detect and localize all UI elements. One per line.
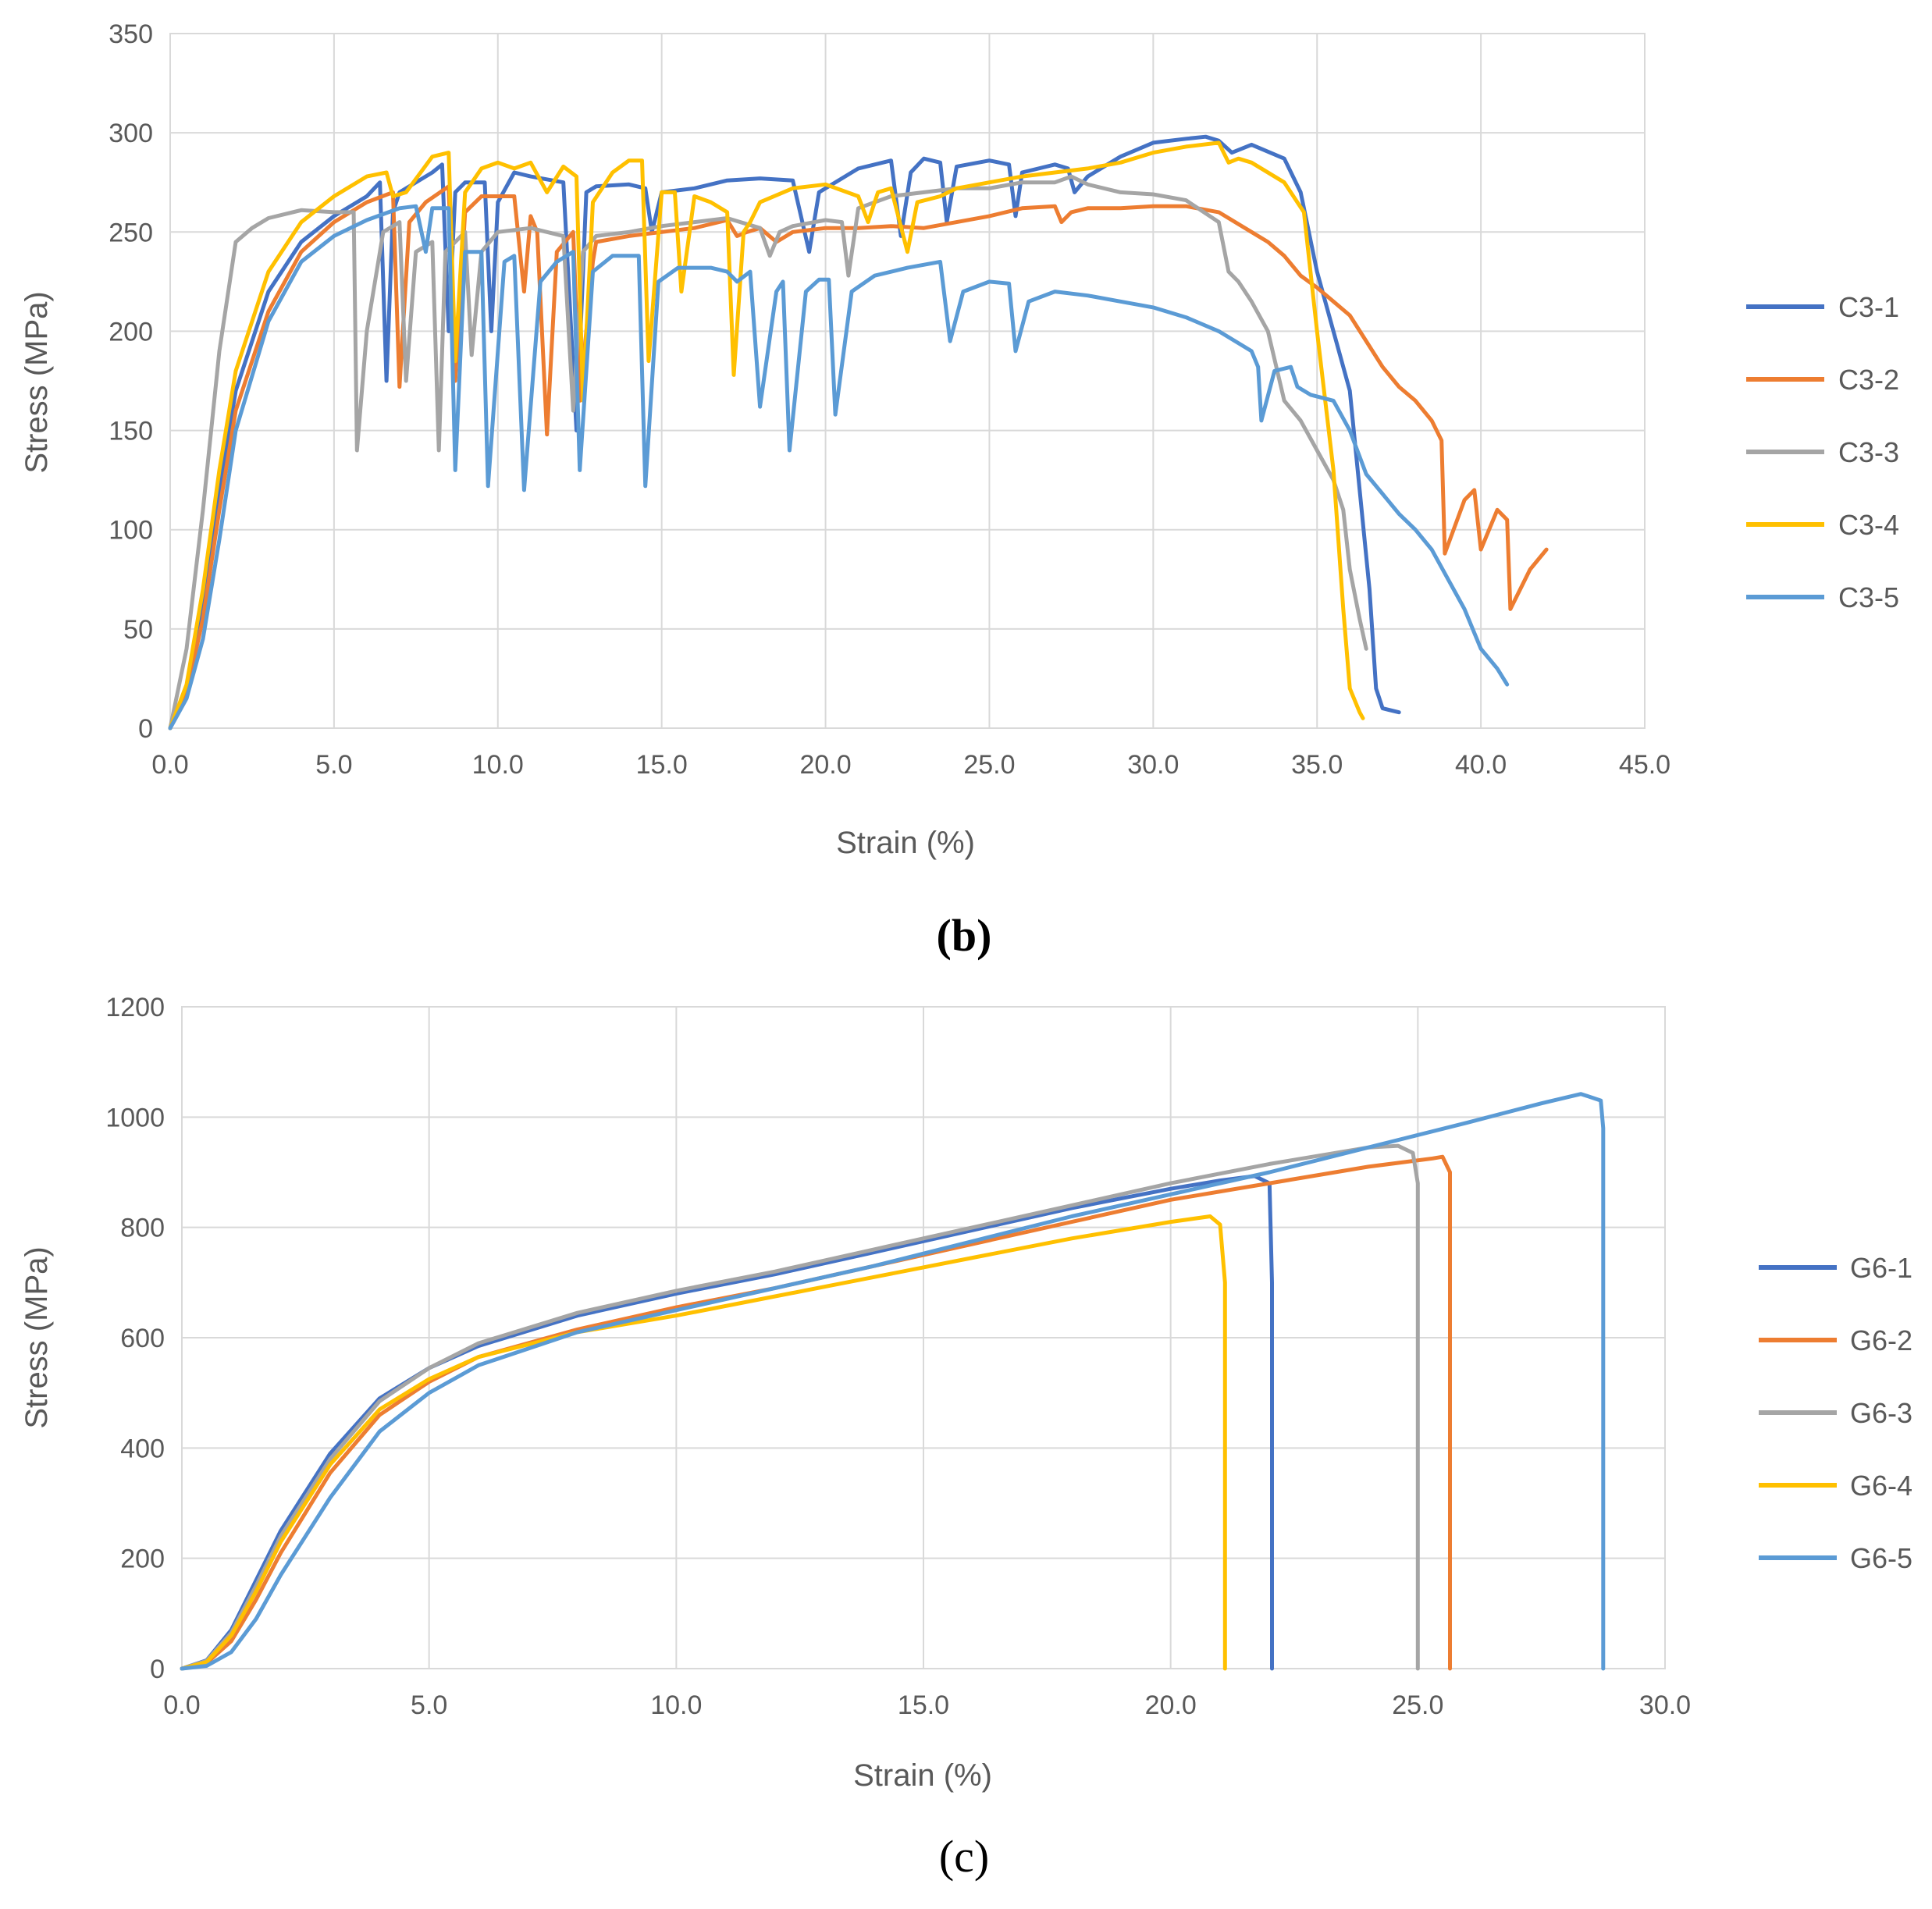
x-tick-label: 25.0 (963, 750, 1015, 780)
x-tick-label: 5.0 (411, 1690, 447, 1720)
legend-label-c3-1: C3-1 (1838, 291, 1899, 323)
legend-label-g6-3: G6-3 (1850, 1397, 1912, 1429)
chart-c-x-axis-title: Strain (%) (853, 1758, 992, 1793)
x-tick-label: 20.0 (1145, 1690, 1197, 1720)
legend-label-g6-1: G6-1 (1850, 1252, 1912, 1284)
x-tick-label: 0.0 (151, 750, 188, 780)
legend-label-g6-4: G6-4 (1850, 1470, 1912, 1502)
chart-c-legend: G6-1 G6-2 G6-3 G6-4 G6-5 (1759, 1252, 1912, 1574)
chart-b-legend: C3-1 C3-2 C3-3 C3-4 C3-5 (1746, 291, 1899, 613)
legend-label-g6-2: G6-2 (1850, 1324, 1912, 1356)
y-tick-label: 1200 (105, 993, 165, 1022)
series-line-c3-2 (168, 184, 1549, 731)
series-line-g6-4 (180, 1214, 1227, 1671)
x-tick-label: 10.0 (472, 750, 524, 780)
legend-label-c3-2: C3-2 (1838, 364, 1899, 396)
chart-b-x-axis-title: Strain (%) (836, 826, 975, 860)
x-tick-label: 15.0 (636, 750, 688, 780)
chart-c-y-ticks: 0 200 400 600 800 1000 1200 (105, 993, 165, 1684)
y-tick-label: 0 (150, 1655, 165, 1684)
series-line-g6-3 (180, 1143, 1420, 1671)
y-tick-label: 50 (123, 615, 153, 645)
x-tick-label: 25.0 (1392, 1690, 1443, 1720)
y-tick-label: 0 (138, 714, 153, 744)
series-line-c3-1 (168, 134, 1401, 731)
x-tick-label: 20.0 (799, 750, 851, 780)
chart-c: 0.0 5.0 10.0 15.0 20.0 25.0 30.0 0 200 400 600 800… (20, 993, 1912, 1882)
y-tick-label: 400 (120, 1434, 165, 1463)
y-tick-label: 1000 (105, 1103, 165, 1132)
chart-c-panel-label: (c) (939, 1831, 989, 1882)
x-tick-label: 30.0 (1639, 1690, 1691, 1720)
y-tick-label: 300 (109, 119, 153, 148)
y-tick-label: 200 (120, 1545, 165, 1574)
plot-area-border (181, 1006, 1666, 1669)
x-tick-label: 5.0 (315, 750, 352, 780)
x-tick-label: 45.0 (1619, 750, 1670, 780)
series-line-c3-4 (168, 140, 1365, 731)
y-tick-label: 200 (109, 317, 153, 347)
x-tick-label: 10.0 (650, 1690, 702, 1720)
x-tick-label: 15.0 (898, 1690, 949, 1720)
chart-b-panel-label: (b) (937, 910, 992, 961)
chart-b-x-ticks: 0.0 5.0 10.0 15.0 20.0 25.0 30.0 35.0 40.0 45.0 (151, 750, 1670, 780)
legend-label-g6-5: G6-5 (1850, 1542, 1912, 1574)
chart-c-plot-area (181, 1006, 1666, 1669)
plot-area-border (169, 33, 1646, 729)
x-tick-label: 40.0 (1455, 750, 1507, 780)
legend-label-c3-3: C3-3 (1838, 436, 1899, 468)
legend-label-c3-4: C3-4 (1838, 509, 1899, 541)
chart-b-y-axis-title: Stress (MPa) (20, 291, 54, 473)
y-tick-label: 100 (109, 516, 153, 546)
x-tick-label: 35.0 (1291, 750, 1343, 780)
chart-b: 0.0 5.0 10.0 15.0 20.0 25.0 30.0 35.0 40.0 45.0 0… (20, 20, 1899, 961)
y-tick-label: 150 (109, 417, 153, 446)
y-tick-label: 350 (109, 20, 153, 49)
y-tick-label: 250 (109, 218, 153, 247)
x-tick-label: 0.0 (163, 1690, 200, 1720)
chart-b-series (168, 134, 1549, 731)
x-tick-label: 30.0 (1127, 750, 1179, 780)
chart-b-plot-area (169, 33, 1646, 729)
legend-label-c3-5: C3-5 (1838, 581, 1899, 613)
chart-b-y-ticks: 0 50 100 150 200 250 300 350 (109, 20, 153, 744)
series-line-g6-5 (180, 1092, 1606, 1671)
chart-c-series (180, 1092, 1606, 1671)
chart-c-y-axis-title: Stress (MPa) (20, 1246, 54, 1428)
series-line-c3-5 (168, 204, 1510, 731)
chart-c-x-ticks: 0.0 5.0 10.0 15.0 20.0 25.0 30.0 (163, 1690, 1691, 1720)
y-tick-label: 800 (120, 1214, 165, 1243)
y-tick-label: 600 (120, 1324, 165, 1353)
